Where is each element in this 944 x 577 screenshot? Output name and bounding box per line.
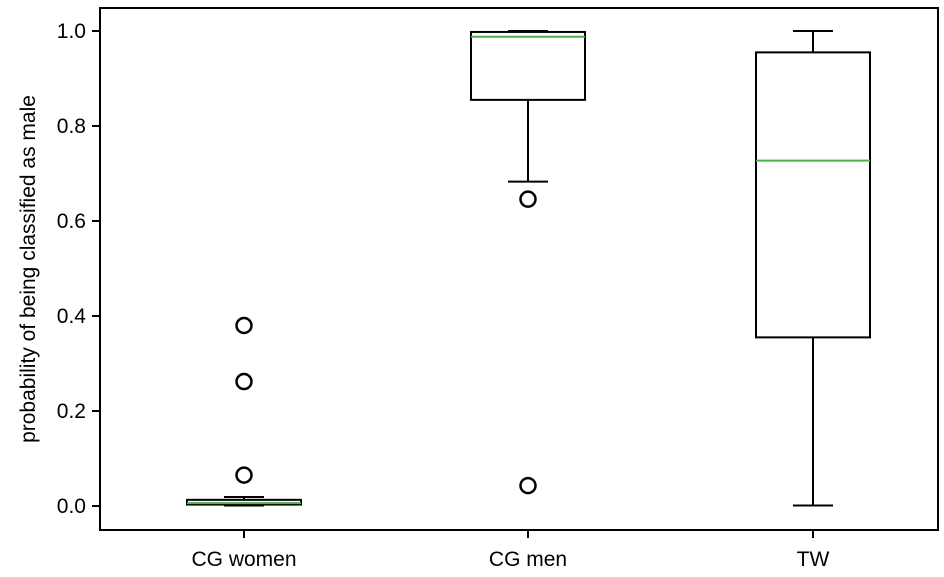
iqr-box	[470, 30, 586, 101]
box-cg-men	[470, 30, 586, 495]
y-tick-label: 0.6	[57, 210, 86, 233]
y-tick-label: 0.8	[57, 115, 86, 138]
y-axis-ticks: 0.0 0.2 0.4 0.6 0.8 1.0	[57, 20, 100, 518]
x-tick-label: CG men	[489, 548, 567, 571]
iqr-box	[755, 51, 871, 339]
boxes	[186, 30, 871, 507]
x-axis-ticks: CG women CG men TW	[191, 530, 829, 571]
x-tick-label: CG women	[191, 548, 296, 571]
outlier-point	[519, 190, 537, 208]
box-tw	[755, 30, 871, 507]
y-tick-label: 1.0	[57, 20, 86, 43]
y-axis-label: probability of being classified as male	[17, 95, 40, 443]
y-tick-label: 0.0	[57, 495, 86, 518]
y-tick-label: 0.2	[57, 400, 86, 423]
x-tick-label: TW	[797, 548, 830, 571]
outlier-point	[235, 372, 253, 391]
y-tick-label: 0.4	[57, 305, 87, 328]
outlier-point	[235, 316, 253, 335]
plot-frame	[99, 7, 939, 531]
outlier-point	[519, 476, 537, 495]
box-cg-women	[186, 316, 302, 507]
outlier-point	[235, 466, 253, 484]
